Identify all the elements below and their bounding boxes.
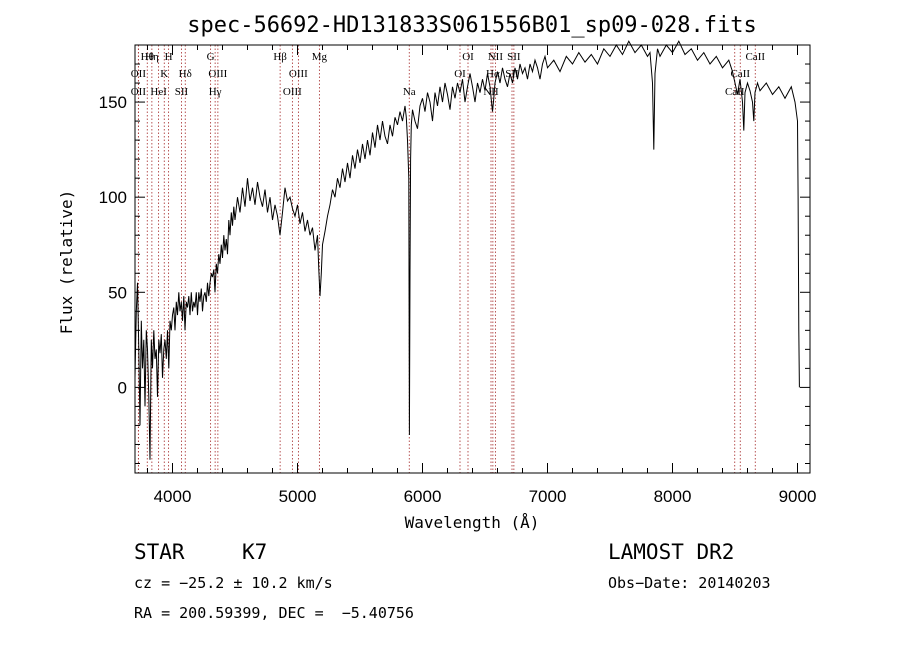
survey-name: LAMOST DR2 <box>608 540 735 564</box>
x-tick-label: 6000 <box>404 487 442 506</box>
line-label: H <box>165 51 173 63</box>
y-tick-label: 0 <box>118 378 127 397</box>
line-label: OIII <box>208 68 227 80</box>
x-axis-label: Wavelength (Å) <box>405 513 540 532</box>
line-label: CaII <box>745 51 765 63</box>
object-subclass: K7 <box>242 540 268 564</box>
chart-title: spec-56692-HD131833S061556B01_sp09-028.f… <box>187 13 757 38</box>
line-label: CaII <box>725 86 745 98</box>
line-label: Na <box>403 86 416 98</box>
line-label: OII <box>131 68 147 80</box>
observation-date: Obs−Date: 20140203 <box>608 574 771 592</box>
x-tick-label: 4000 <box>154 487 192 506</box>
line-label: K <box>160 68 168 80</box>
y-axis-label: Flux (relative) <box>57 190 76 335</box>
line-label: Hγ <box>209 86 222 98</box>
y-tick-label: 100 <box>99 188 127 207</box>
x-tick-label: 8000 <box>654 487 692 506</box>
line-label: HeI <box>150 86 167 98</box>
plot-frame <box>134 44 811 474</box>
line-label: NII <box>483 86 499 98</box>
y-axis-ticks: 0 50 100 150 <box>99 63 810 464</box>
line-label: OII <box>131 86 147 98</box>
x-tick-label: 7000 <box>529 487 567 506</box>
line-label: Hθ <box>141 51 154 63</box>
line-label: OIII <box>289 68 308 80</box>
spectrum-line <box>134 40 800 460</box>
coordinates: RA = 200.59399, DEC = −5.40756 <box>134 604 414 622</box>
line-label: SII <box>175 86 189 98</box>
redshift-velocity: cz = −25.2 ± 10.2 km/s <box>134 574 333 592</box>
line-label: SII <box>507 51 521 63</box>
line-label: OI <box>454 68 466 80</box>
object-type: STAR <box>134 540 185 564</box>
y-tick-label: 50 <box>108 283 127 302</box>
line-label: Hβ <box>273 51 287 63</box>
emission-line-markers <box>137 45 756 473</box>
line-label: Hδ <box>179 68 192 80</box>
line-label: G <box>207 51 215 63</box>
x-tick-label: 5000 <box>279 487 317 506</box>
line-label: CaII <box>730 68 750 80</box>
line-label: OI <box>462 51 474 63</box>
line-label: Mg <box>312 51 328 63</box>
x-axis-ticks: 4000 5000 6000 7000 8000 9000 <box>147 45 817 506</box>
line-label: Hη <box>145 51 159 63</box>
line-label: OIII <box>283 86 302 98</box>
y-tick-label: 150 <box>99 93 127 112</box>
x-tick-label: 9000 <box>779 487 817 506</box>
line-label: NII <box>488 51 504 63</box>
emission-line-labels: OIIOIIHθHηHeIKHSIIHδGHγOIIIHβOIIIOIIIMgN… <box>131 51 766 98</box>
